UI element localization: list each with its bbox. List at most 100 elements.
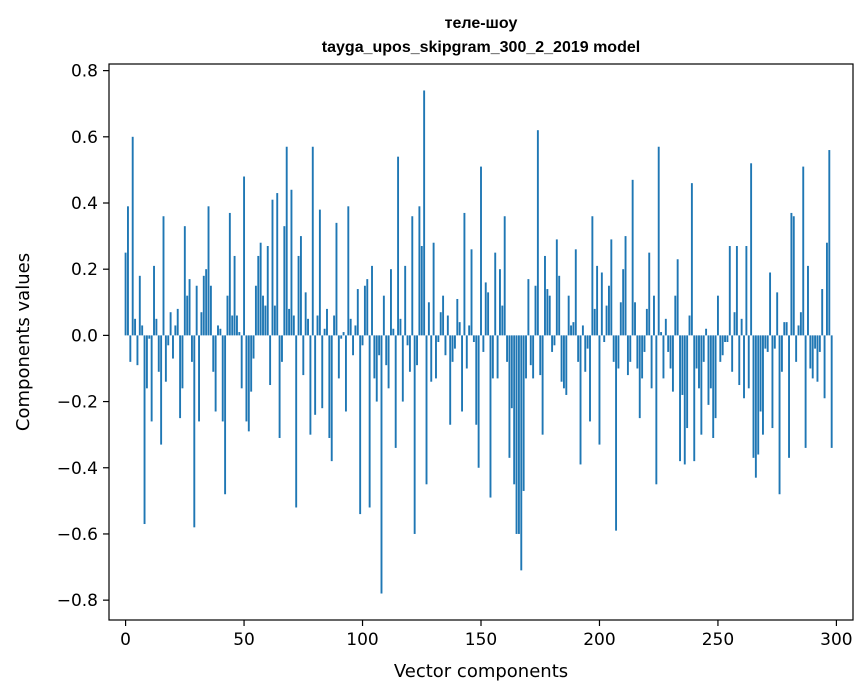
bar [520, 335, 523, 571]
bar [688, 315, 691, 336]
bar [757, 335, 760, 455]
bar [453, 335, 456, 349]
bar [401, 335, 404, 402]
bar [679, 335, 681, 462]
bar [499, 269, 501, 336]
x-axis-ticks: 0 50 100 150 200 250 300 [120, 620, 853, 650]
bar [316, 315, 319, 336]
bar [318, 209, 321, 336]
y-tick-label: 0.0 [71, 326, 98, 346]
bar [138, 275, 141, 336]
x-tick-label: 0 [120, 630, 131, 650]
bar [224, 335, 227, 495]
bar [162, 216, 165, 336]
bar [451, 335, 454, 362]
bar [435, 335, 437, 379]
bar [605, 305, 608, 336]
bar [363, 285, 366, 336]
bar [581, 325, 584, 336]
bar [705, 328, 708, 336]
bar [693, 335, 696, 462]
bar [740, 318, 743, 336]
bar [783, 322, 786, 336]
bar [359, 335, 362, 515]
bar [344, 335, 347, 412]
bar [771, 335, 774, 429]
bar [830, 335, 833, 448]
bar [183, 226, 186, 336]
bar [733, 312, 736, 336]
bar [209, 285, 212, 336]
bar [361, 335, 364, 346]
bar [645, 308, 648, 336]
bar [458, 322, 461, 336]
bar [174, 325, 177, 336]
bar [164, 335, 167, 382]
bar [190, 335, 193, 362]
bar [439, 312, 442, 336]
bar [726, 335, 729, 342]
bar [574, 249, 577, 336]
bar [650, 335, 653, 389]
bar [446, 315, 449, 336]
bar [525, 335, 527, 379]
bar [411, 216, 414, 336]
bar [231, 315, 234, 336]
bar [484, 282, 487, 336]
y-tick-label: −0.6 [57, 525, 98, 545]
bar [427, 302, 430, 336]
bar [825, 242, 828, 336]
bar [598, 335, 601, 445]
bar [148, 335, 151, 339]
bar [724, 335, 726, 342]
bar [570, 325, 572, 336]
bar [807, 265, 809, 336]
bar [380, 335, 383, 594]
bar [475, 335, 478, 425]
x-tick-label: 250 [702, 630, 734, 650]
bar [340, 335, 343, 339]
bar [134, 318, 137, 336]
bar [506, 335, 509, 362]
bar [247, 335, 250, 432]
bar [728, 246, 731, 336]
bar [695, 335, 698, 369]
bar [167, 335, 170, 346]
bar [264, 305, 267, 336]
bar [496, 335, 499, 379]
bar [273, 305, 276, 336]
bar [202, 275, 205, 336]
bar [269, 335, 272, 386]
plot-frame [108, 63, 854, 621]
bar [219, 328, 222, 336]
bar [463, 212, 466, 336]
x-tick-label: 150 [465, 630, 497, 650]
bar [302, 335, 305, 376]
bar [698, 335, 700, 389]
bar [579, 335, 582, 465]
bar [508, 335, 511, 458]
bar [539, 335, 542, 376]
bar [759, 335, 762, 412]
bar [366, 279, 369, 336]
bar [778, 335, 781, 495]
bar [790, 212, 793, 336]
bar [390, 269, 392, 336]
bar [638, 335, 641, 419]
bar [153, 265, 155, 336]
bar [634, 302, 636, 336]
bar [681, 335, 684, 395]
bar [619, 302, 622, 336]
bar [399, 318, 402, 336]
bar [245, 335, 248, 422]
bar [617, 335, 620, 369]
bar [321, 335, 324, 409]
bar [821, 289, 824, 336]
bar [527, 279, 530, 336]
bar [489, 335, 492, 498]
bar [754, 335, 757, 478]
bar [347, 206, 350, 336]
bar [603, 335, 606, 342]
bar [584, 335, 587, 372]
bar [349, 318, 352, 336]
